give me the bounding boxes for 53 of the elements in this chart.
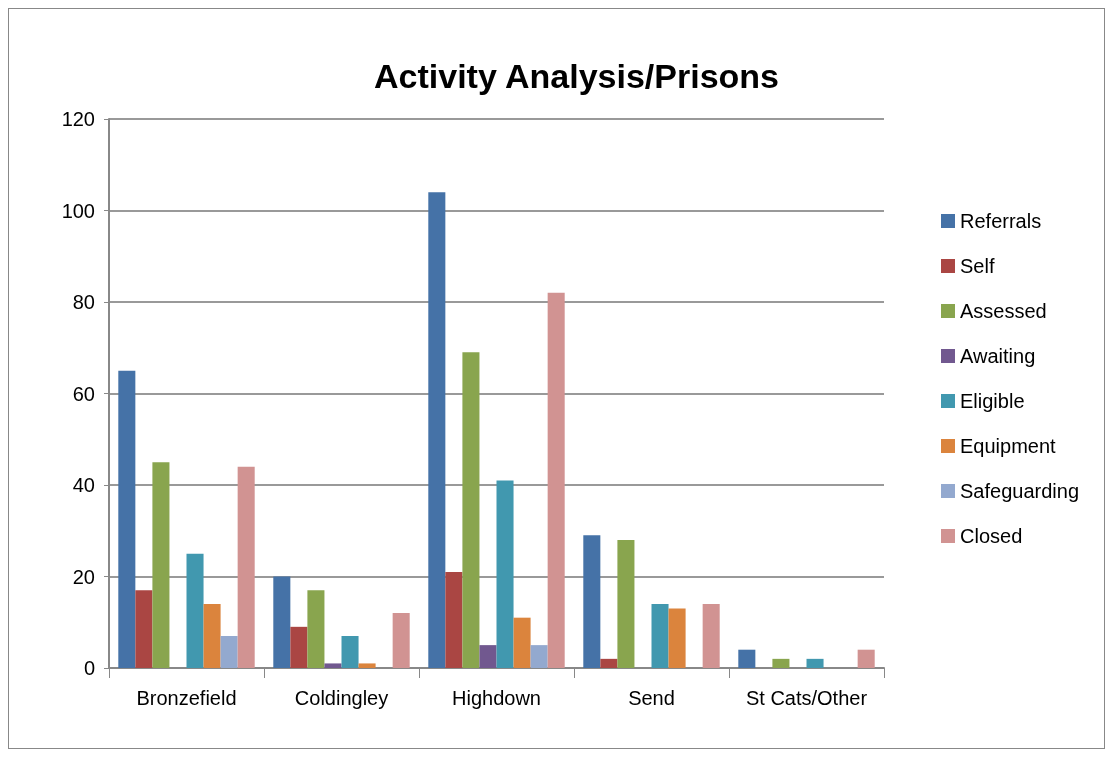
bar xyxy=(651,603,669,668)
x-tick-label: Bronzefield xyxy=(136,687,237,709)
bar xyxy=(530,645,548,668)
x-tick-label: St Cats/Other xyxy=(745,687,868,709)
bar xyxy=(203,603,221,668)
bar xyxy=(273,576,291,668)
x-tick-label: Coldingley xyxy=(294,687,389,709)
bar xyxy=(806,658,824,668)
bar xyxy=(462,352,480,668)
bar xyxy=(479,645,497,668)
bar xyxy=(290,626,308,668)
bar xyxy=(445,571,463,668)
bar xyxy=(358,663,376,668)
chart-title: Activity Analysis/Prisons xyxy=(374,57,780,95)
y-tick-label: 60 xyxy=(72,382,95,405)
bar xyxy=(392,613,410,668)
legend-label: Safeguarding xyxy=(960,480,1079,502)
bar xyxy=(135,590,153,668)
legend-label: Equipment xyxy=(960,435,1057,457)
bar xyxy=(513,617,531,668)
bar xyxy=(324,663,342,668)
bar xyxy=(600,658,618,668)
y-tick-label: 120 xyxy=(61,108,95,130)
legend-label: Assessed xyxy=(960,300,1047,322)
legend-label: Self xyxy=(960,255,995,277)
bar xyxy=(583,535,601,668)
bar xyxy=(496,480,514,668)
bar xyxy=(186,553,204,668)
y-tick-label: 0 xyxy=(83,657,95,679)
bar xyxy=(152,462,170,668)
x-tick-label: Highdown xyxy=(452,687,541,709)
legend-label: Closed xyxy=(960,525,1023,547)
bar xyxy=(237,466,255,668)
bar xyxy=(772,658,790,668)
y-tick-label: 20 xyxy=(72,565,95,588)
y-tick-label: 40 xyxy=(72,474,95,496)
legend-label: Awaiting xyxy=(960,345,1036,367)
y-tick-label: 100 xyxy=(61,199,95,222)
legend-label: Eligible xyxy=(960,390,1025,412)
bar xyxy=(738,649,756,668)
bar xyxy=(220,635,238,668)
bar xyxy=(341,635,359,668)
x-tick-label: Send xyxy=(628,687,675,709)
legend-label: Referrals xyxy=(960,210,1042,232)
bar xyxy=(668,608,686,668)
bar xyxy=(118,370,136,668)
bar xyxy=(547,292,565,668)
bar xyxy=(307,590,325,668)
bar xyxy=(617,539,635,668)
bar xyxy=(428,192,446,668)
bar xyxy=(857,649,875,668)
bar xyxy=(702,603,720,668)
y-tick-label: 80 xyxy=(72,291,95,313)
